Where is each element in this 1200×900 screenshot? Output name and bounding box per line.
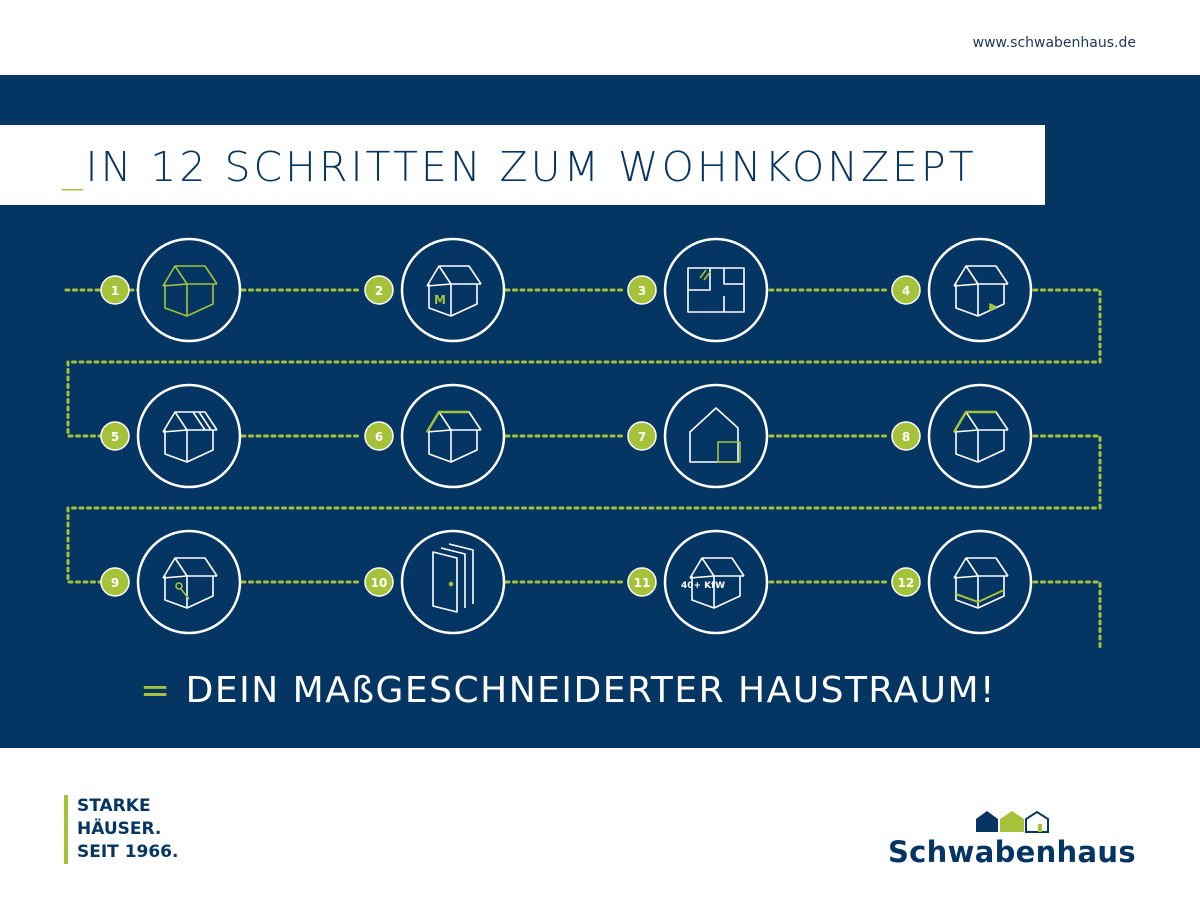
step-11: 11 40+ KfW	[627, 529, 769, 635]
step-1: 1	[100, 237, 242, 343]
website-url[interactable]: www.schwabenhaus.de	[972, 35, 1136, 51]
step-number: 10	[371, 576, 388, 590]
basement-line	[955, 589, 1005, 603]
green-roof	[952, 410, 996, 433]
slogan-line: HÄUSER.	[77, 819, 162, 839]
step-circle	[400, 529, 506, 635]
step-5: 5	[100, 383, 242, 489]
step-6: 6	[364, 383, 506, 489]
step-number: 5	[111, 430, 119, 444]
key-head	[175, 582, 183, 590]
step-number: 12	[898, 576, 915, 590]
step-badge	[627, 275, 657, 305]
step-circle	[663, 383, 769, 489]
step-7: 7	[627, 383, 769, 489]
slogan: STARKE HÄUSER. SEIT 1966.	[64, 795, 178, 864]
step-number: 7	[638, 430, 646, 444]
step-number: 9	[111, 576, 119, 590]
page-title: _IN 12 SCHRITTEN ZUM WOHNKONZEPT	[62, 143, 977, 191]
plan-stairs	[699, 269, 711, 281]
title-box	[0, 125, 1045, 205]
step-circle	[927, 529, 1033, 635]
roof-panels	[192, 411, 212, 431]
house-outline-green-icon	[162, 265, 218, 317]
step-number: 4	[902, 284, 910, 298]
key-shaft	[180, 588, 190, 600]
icon-label: M	[434, 293, 446, 307]
step-8: 8	[891, 383, 1033, 489]
house-door-icon	[953, 265, 1009, 317]
step-badge	[364, 567, 394, 597]
step-badge	[627, 567, 657, 597]
step-number: 3	[638, 284, 646, 298]
step-10: 10	[364, 529, 506, 635]
step-badge	[891, 567, 921, 597]
step-circle	[136, 237, 242, 343]
result-text: DEIN MAßGESCHNEIDERTER HAUSTRAUM!	[185, 670, 996, 711]
floor-plan-icon	[687, 267, 745, 313]
step-badge	[627, 421, 657, 451]
step-badge	[891, 275, 921, 305]
house-extension-icon	[689, 407, 741, 463]
house-outline	[162, 411, 218, 463]
step-badge	[364, 421, 394, 451]
house-m-icon: M	[426, 265, 482, 317]
result-line: = DEIN MAßGESCHNEIDERTER HAUSTRAUM!	[140, 670, 996, 711]
step-3: 3	[627, 237, 769, 343]
step-badge	[891, 421, 921, 451]
title-text: IN 12 SCHRITTEN ZUM WOHNKONZEPT	[85, 143, 977, 191]
step-circle	[927, 383, 1033, 489]
door-handle	[448, 581, 454, 587]
logo-houses-icon	[976, 810, 1049, 833]
logo-text: Schwabenhaus	[888, 835, 1136, 869]
step-circle	[400, 237, 506, 343]
title-underscore: _	[62, 143, 86, 191]
extension	[717, 441, 741, 463]
house-outline	[953, 557, 1009, 609]
house-basement-icon	[953, 557, 1009, 609]
green-roof	[425, 410, 469, 433]
step-circle	[663, 529, 769, 635]
house-outline	[426, 265, 482, 317]
house-outline	[162, 265, 218, 317]
icon-label: 40+ KfW	[681, 581, 725, 591]
step-9: 9	[100, 529, 242, 635]
house-key-icon	[162, 557, 218, 609]
house-outline	[953, 265, 1009, 317]
slogan-line: STARKE	[77, 796, 151, 816]
house-green-roof-icon	[425, 410, 482, 463]
step-circle	[136, 383, 242, 489]
step-12: 12	[891, 529, 1033, 635]
house-roof-panels-icon	[162, 411, 218, 463]
equals-sign: =	[140, 670, 172, 711]
doors-icon	[432, 543, 474, 613]
step-4: 4	[891, 237, 1033, 343]
house-kfw-icon: 40+ KfW	[681, 557, 745, 609]
door	[432, 551, 458, 613]
step-circle	[400, 383, 506, 489]
house-outline	[689, 407, 739, 463]
step-circle	[663, 237, 769, 343]
dotted-connector	[64, 288, 1102, 652]
slogan-line: SEIT 1966.	[77, 842, 179, 862]
step-badge	[100, 567, 130, 597]
door-arrow	[989, 303, 997, 311]
house-outline	[162, 557, 218, 609]
step-number: 6	[375, 430, 383, 444]
step-number: 2	[375, 284, 383, 298]
house-outline	[689, 557, 745, 609]
step-circle	[136, 529, 242, 635]
step-circle	[927, 237, 1033, 343]
step-number: 8	[902, 430, 910, 444]
step-number: 11	[634, 576, 651, 590]
plan-walls	[688, 268, 744, 312]
step-badge	[364, 275, 394, 305]
step-number: 1	[111, 284, 119, 298]
step-badge	[100, 275, 130, 305]
house-green-gable-icon	[952, 410, 1009, 463]
door-back	[440, 543, 474, 608]
step-2: 2M	[364, 237, 506, 343]
step-badge	[100, 421, 130, 451]
